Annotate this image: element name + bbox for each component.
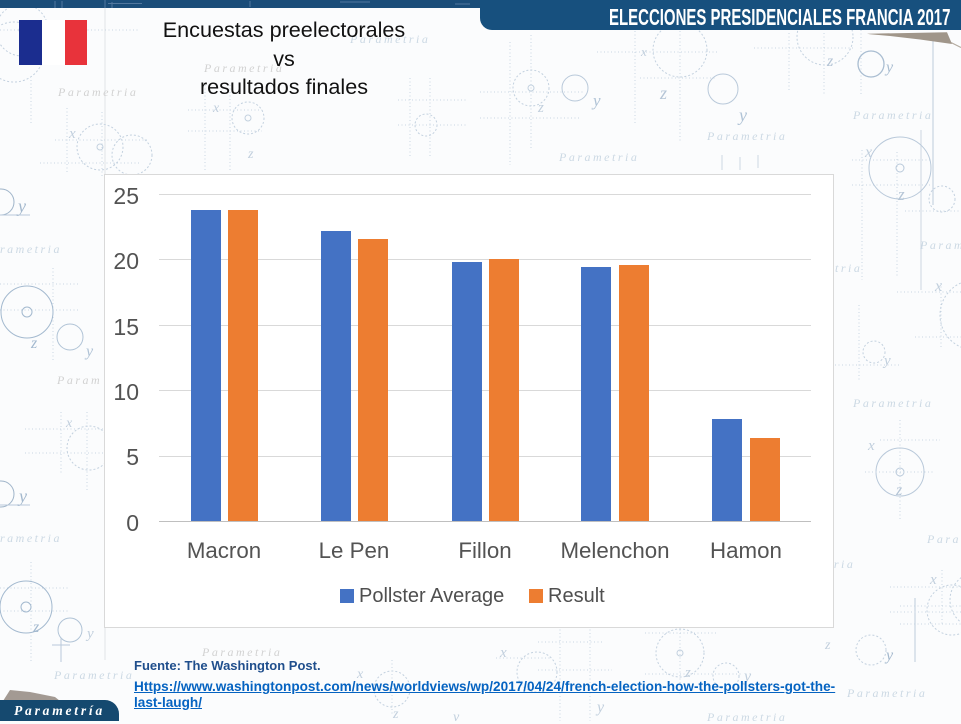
svg-text:Param: Param bbox=[56, 373, 102, 387]
svg-text:y: y bbox=[17, 486, 27, 506]
svg-text:z: z bbox=[537, 100, 544, 116]
svg-text:x: x bbox=[68, 126, 76, 142]
svg-text:Parametria: Parametria bbox=[349, 32, 430, 46]
svg-text:y: y bbox=[16, 196, 26, 216]
svg-text:Parametria: Parametria bbox=[558, 150, 639, 164]
svg-text:Parametria: Parametria bbox=[919, 238, 961, 252]
svg-text:x: x bbox=[864, 144, 872, 161]
svg-text:rametria: rametria bbox=[0, 242, 62, 256]
svg-text:y: y bbox=[742, 668, 752, 685]
svg-text:tria: tria bbox=[828, 557, 855, 571]
svg-text:Parametria: Parametria bbox=[201, 645, 282, 659]
svg-text:z: z bbox=[897, 185, 905, 204]
svg-text:Parametria: Parametria bbox=[53, 668, 134, 682]
svg-text:x: x bbox=[929, 572, 937, 588]
svg-text:y: y bbox=[884, 647, 894, 664]
svg-text:x: x bbox=[212, 101, 220, 116]
svg-text:Parametria: Parametria bbox=[706, 129, 787, 143]
svg-text:Param: Param bbox=[926, 532, 961, 546]
svg-text:x: x bbox=[356, 667, 364, 682]
svg-text:rametria: rametria bbox=[0, 531, 62, 545]
svg-text:y: y bbox=[85, 626, 94, 642]
svg-text:y: y bbox=[737, 105, 747, 125]
svg-text:y: y bbox=[84, 343, 94, 360]
svg-text:Parametria: Parametria bbox=[57, 85, 138, 99]
svg-text:x: x bbox=[934, 278, 942, 295]
svg-text:Parametria: Parametria bbox=[852, 396, 933, 410]
svg-text:Parametria: Parametria bbox=[852, 108, 933, 122]
svg-text:y: y bbox=[884, 59, 894, 76]
svg-text:z: z bbox=[895, 482, 903, 499]
svg-text:z: z bbox=[392, 707, 399, 721]
svg-text:x: x bbox=[499, 645, 507, 661]
svg-text:x: x bbox=[65, 416, 73, 431]
svg-text:y: y bbox=[595, 699, 605, 716]
svg-text:z: z bbox=[659, 83, 667, 103]
svg-text:x: x bbox=[640, 44, 647, 59]
svg-text:y: y bbox=[451, 710, 460, 721]
svg-text:z: z bbox=[824, 638, 831, 653]
svg-text:z: z bbox=[247, 147, 254, 162]
svg-text:z: z bbox=[826, 53, 834, 70]
svg-text:y: y bbox=[591, 91, 601, 110]
svg-text:y: y bbox=[882, 353, 891, 369]
svg-text:tria: tria bbox=[835, 261, 862, 275]
svg-text:Parametria: Parametria bbox=[203, 61, 284, 75]
svg-text:Parametria: Parametria bbox=[706, 710, 787, 721]
svg-text:z: z bbox=[684, 665, 691, 681]
svg-text:z: z bbox=[30, 335, 38, 352]
svg-text:Parametria: Parametria bbox=[846, 686, 927, 700]
svg-text:x: x bbox=[867, 438, 875, 454]
svg-text:z: z bbox=[32, 619, 40, 636]
